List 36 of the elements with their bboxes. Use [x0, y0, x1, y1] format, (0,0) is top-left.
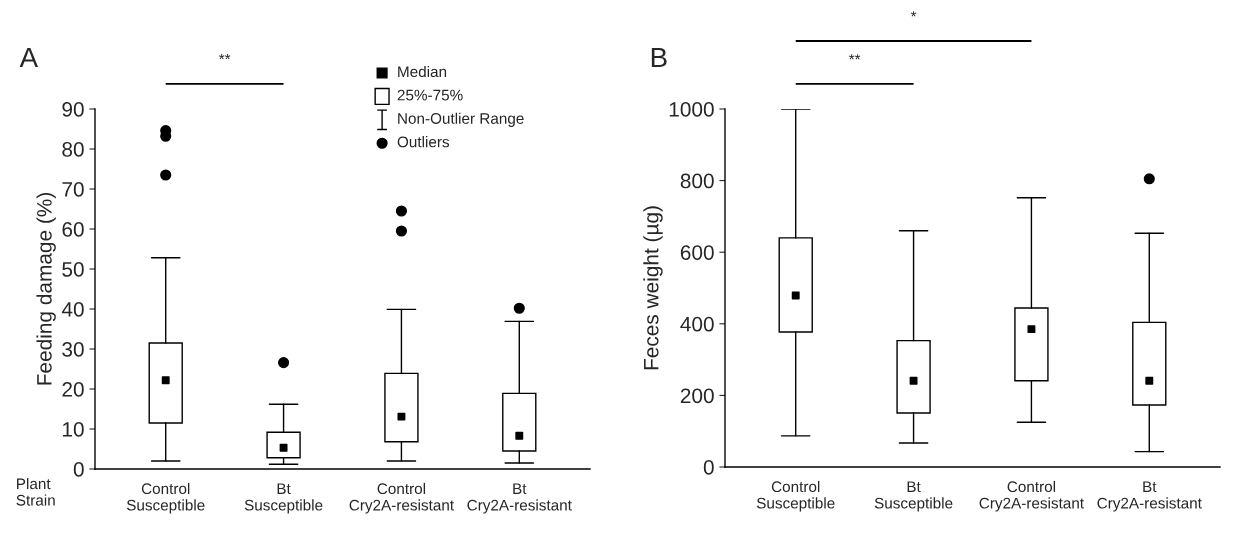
- y-tick-label: 20: [62, 382, 84, 397]
- x-axis-title: Plant Strain: [16, 478, 55, 506]
- x-tick-label: Control Cry2A-resistant: [979, 480, 1084, 512]
- x-tick-label: Control Susceptible: [756, 480, 835, 512]
- annotation: Non-Outlier Range: [398, 112, 524, 127]
- y-tick-label: 0: [703, 460, 714, 475]
- text: Median: [398, 65, 447, 78]
- y-tick-label: 600: [680, 245, 714, 260]
- x-tick-label: Bt Cry2A-resistant: [467, 483, 572, 514]
- chart-title: A: [19, 47, 39, 67]
- y-tick-label: 70: [62, 182, 84, 197]
- x-tick-label: Bt Cry2A-resistant: [1097, 481, 1202, 512]
- y-tick-label: 200: [680, 388, 714, 404]
- text: *: [910, 11, 917, 17]
- y-axis-title: Feces weight (µg): [643, 206, 663, 370]
- y-tick-label: 90: [62, 102, 84, 117]
- x-tick-label: Control Cry2A-resistant: [349, 482, 454, 514]
- y-axis-title: Feeding damage (%): [36, 193, 56, 385]
- y-tick-label: 0: [73, 462, 84, 477]
- chart-title: B: [651, 47, 667, 67]
- x-tick-label: Bt Susceptible: [874, 481, 953, 512]
- text: 25%-75%: [397, 89, 463, 101]
- y-tick-label: 400: [680, 316, 714, 332]
- x-tick-label: Bt Susceptible: [244, 483, 323, 514]
- y-tick-label: 1000: [669, 102, 714, 117]
- y-tick-label: 40: [61, 302, 84, 317]
- text: **: [848, 54, 861, 60]
- y-tick-label: 10: [63, 422, 84, 437]
- y-tick-label: 80: [62, 142, 84, 157]
- y-tick-label: 30: [62, 342, 84, 357]
- y-tick-label: 60: [62, 222, 84, 237]
- text: **: [218, 53, 231, 60]
- y-tick-label: 50: [62, 262, 84, 277]
- x-tick-label: Control Susceptible: [126, 482, 205, 514]
- annotation: Outliers: [397, 136, 450, 148]
- y-tick-label: 800: [680, 173, 714, 189]
